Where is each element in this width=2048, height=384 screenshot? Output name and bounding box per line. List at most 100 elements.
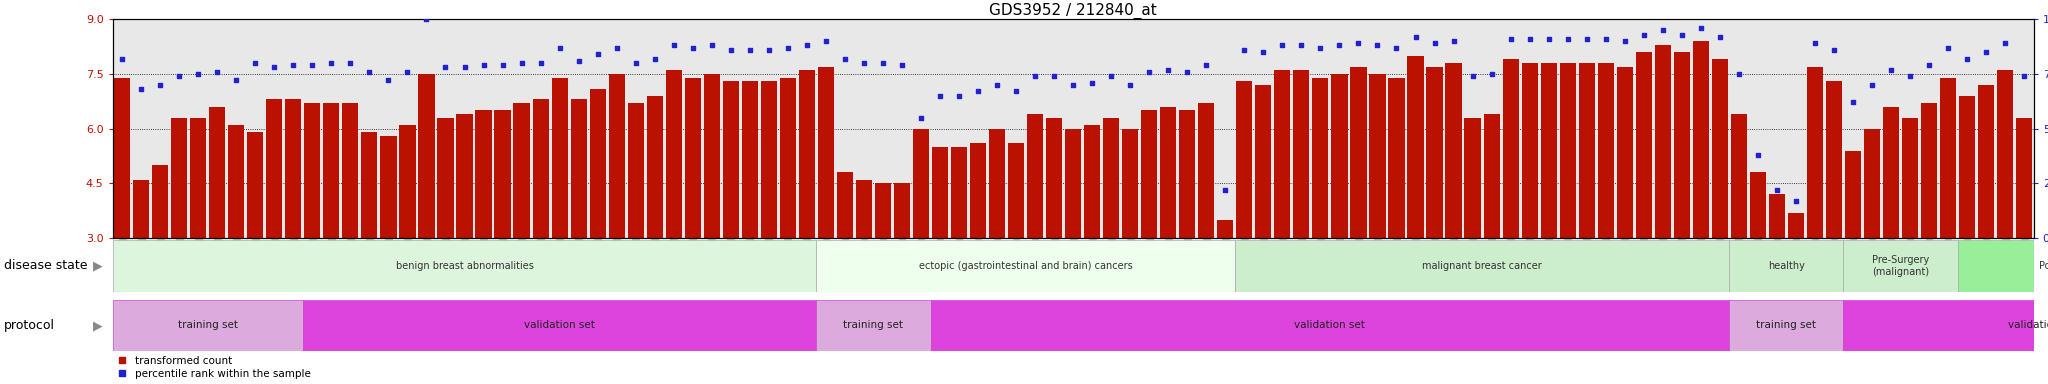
Bar xyxy=(571,99,586,238)
Bar xyxy=(113,300,303,351)
Point xyxy=(600,45,633,51)
Bar xyxy=(1731,114,1747,238)
Bar xyxy=(115,78,131,238)
Bar xyxy=(172,118,186,238)
Bar xyxy=(1597,63,1614,238)
Bar xyxy=(209,107,225,238)
Bar xyxy=(1104,118,1120,238)
Title: GDS3952 / 212840_at: GDS3952 / 212840_at xyxy=(989,3,1157,19)
Bar xyxy=(1636,52,1653,238)
Point xyxy=(1266,42,1298,48)
Bar xyxy=(1313,78,1329,238)
Bar xyxy=(190,118,207,238)
Point xyxy=(258,64,291,70)
Point xyxy=(1628,31,1661,38)
Point xyxy=(1417,40,1450,46)
Legend: transformed count, percentile rank within the sample: transformed count, percentile rank withi… xyxy=(119,356,311,379)
Point xyxy=(1229,47,1262,53)
Point xyxy=(1931,45,1964,51)
Point xyxy=(639,56,672,62)
Point xyxy=(164,73,197,79)
Point xyxy=(506,60,539,66)
Bar xyxy=(1769,194,1786,238)
Point xyxy=(1208,187,1241,193)
Bar xyxy=(438,118,453,238)
Bar xyxy=(760,81,776,238)
Point xyxy=(373,78,406,84)
Point xyxy=(1550,36,1583,42)
Bar xyxy=(285,99,301,238)
Bar xyxy=(399,125,416,238)
Bar xyxy=(1464,118,1481,238)
Bar xyxy=(1237,81,1253,238)
Point xyxy=(410,16,442,22)
Point xyxy=(848,60,881,66)
Bar xyxy=(1427,67,1442,238)
Bar xyxy=(1255,85,1272,238)
Bar xyxy=(1446,63,1462,238)
Point xyxy=(1513,36,1546,42)
Text: Post-Surgery (malignant): Post-Surgery (malignant) xyxy=(2040,261,2048,271)
Text: validation set: validation set xyxy=(524,320,596,331)
Bar xyxy=(342,103,358,238)
Point xyxy=(1362,42,1395,48)
Point xyxy=(2007,73,2040,79)
Point xyxy=(1399,34,1432,40)
Text: protocol: protocol xyxy=(4,319,55,332)
Bar xyxy=(514,103,530,238)
Text: validation set: validation set xyxy=(1294,320,1366,331)
Bar xyxy=(475,111,492,238)
Point xyxy=(963,88,995,94)
Bar xyxy=(1180,111,1196,238)
Bar xyxy=(266,99,283,238)
Bar xyxy=(1274,70,1290,238)
Point xyxy=(1114,82,1147,88)
Point xyxy=(924,93,956,99)
Bar xyxy=(1292,70,1309,238)
Point xyxy=(1532,36,1565,42)
Bar xyxy=(1729,240,1843,292)
Point xyxy=(942,93,975,99)
Bar xyxy=(152,165,168,238)
Point xyxy=(182,71,215,77)
Point xyxy=(334,60,367,66)
Point xyxy=(696,42,729,48)
Bar xyxy=(780,78,797,238)
Bar xyxy=(1198,103,1214,238)
Point xyxy=(582,51,614,57)
Point xyxy=(1683,25,1716,31)
Point xyxy=(1284,42,1317,48)
Point xyxy=(618,60,651,66)
Point xyxy=(1817,47,1849,53)
Bar xyxy=(1903,118,1919,238)
Bar xyxy=(1958,240,2048,292)
Point xyxy=(715,47,748,53)
Bar xyxy=(1350,67,1366,238)
Bar xyxy=(1579,63,1595,238)
Bar xyxy=(608,74,625,238)
Point xyxy=(1495,36,1528,42)
Point xyxy=(791,42,823,48)
Point xyxy=(240,60,272,66)
Point xyxy=(1171,69,1204,75)
Bar xyxy=(1370,74,1386,238)
Bar xyxy=(1864,129,1880,238)
Point xyxy=(1950,56,1982,62)
Point xyxy=(1837,99,1870,106)
Bar xyxy=(1540,63,1556,238)
Point xyxy=(143,82,176,88)
Bar xyxy=(418,74,434,238)
Point xyxy=(276,62,309,68)
Point xyxy=(1380,45,1413,51)
Point xyxy=(1722,71,1755,77)
Bar xyxy=(1561,63,1575,238)
Point xyxy=(467,62,500,68)
Point xyxy=(1761,187,1794,193)
Bar xyxy=(303,300,817,351)
Bar xyxy=(1235,240,1729,292)
Bar xyxy=(971,143,987,238)
Point xyxy=(1571,36,1604,42)
Point xyxy=(1323,42,1356,48)
Point xyxy=(1741,152,1774,158)
Point xyxy=(1456,73,1489,79)
